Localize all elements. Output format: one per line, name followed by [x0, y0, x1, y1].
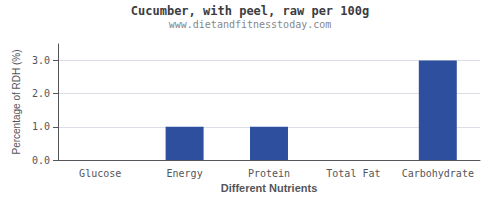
svg-text:www.dietandfitnesstoday.com: www.dietandfitnesstoday.com: [169, 19, 332, 30]
svg-text:Percentage of RDH (%): Percentage of RDH (%): [11, 49, 22, 154]
svg-text:2.0: 2.0: [32, 88, 50, 99]
svg-text:Glucose: Glucose: [79, 168, 121, 179]
svg-text:0.0: 0.0: [32, 155, 50, 166]
svg-text:Carbohydrate: Carbohydrate: [402, 168, 474, 179]
svg-text:Total Fat: Total Fat: [326, 168, 380, 179]
svg-text:Cucumber, with peel, raw per 1: Cucumber, with peel, raw per 100g: [131, 4, 369, 18]
svg-text:Energy: Energy: [167, 168, 203, 179]
svg-text:Protein: Protein: [248, 168, 290, 179]
svg-text:3.0: 3.0: [32, 55, 50, 66]
svg-text:Different Nutrients: Different Nutrients: [221, 182, 318, 194]
svg-text:1.0: 1.0: [32, 121, 50, 132]
